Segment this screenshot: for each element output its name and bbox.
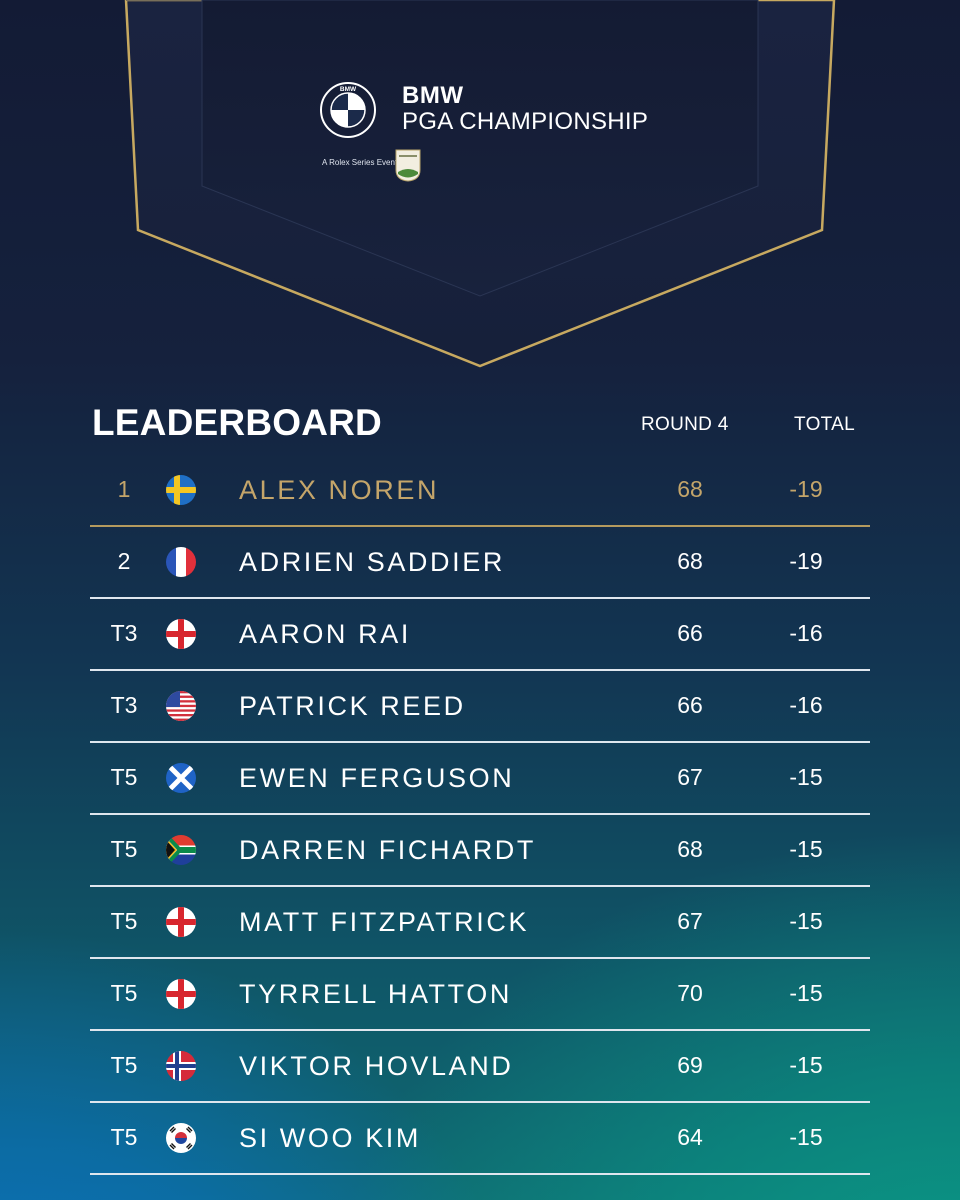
sweden-flag-icon bbox=[166, 475, 196, 505]
brand-subtitle: PGA CHAMPIONSHIP bbox=[402, 108, 649, 135]
player-name: PATRICK REED bbox=[239, 691, 466, 721]
player-name: AARON RAI bbox=[239, 619, 411, 649]
position: T5 bbox=[110, 980, 138, 1006]
rolex-series-label: A Rolex Series Event bbox=[322, 158, 398, 167]
position: T3 bbox=[110, 620, 138, 646]
leaderboard-row: T5 TYRRELL HATTON 70 -15 bbox=[90, 959, 870, 1031]
england-flag-icon bbox=[166, 907, 196, 937]
leaderboard-title: LEADERBOARD bbox=[92, 402, 382, 443]
total-score: -15 bbox=[789, 764, 823, 790]
total-score: -19 bbox=[789, 476, 823, 502]
total-score: -16 bbox=[789, 692, 823, 718]
norway-flag-icon bbox=[166, 1051, 196, 1081]
bmw-roundel-logo: BMW bbox=[320, 82, 376, 138]
leaderboard-row: T3 PATRICK REED 66 -16 bbox=[90, 671, 870, 743]
round-score: 64 bbox=[677, 1124, 703, 1150]
leaderboard-row: T3 AARON RAI 66 -16 bbox=[90, 599, 870, 671]
player-name: ALEX NOREN bbox=[239, 475, 440, 505]
position: 2 bbox=[117, 548, 131, 574]
england-flag-icon bbox=[166, 979, 196, 1009]
position: 1 bbox=[117, 476, 131, 502]
leaderboard-row: 1 ALEX NOREN 68 -19 bbox=[90, 455, 870, 527]
usa-flag-icon bbox=[166, 691, 196, 721]
france-flag-icon bbox=[166, 547, 196, 577]
round-score: 68 bbox=[677, 548, 703, 574]
position: T5 bbox=[110, 836, 138, 862]
leaderboard-row: T5 MATT FITZPATRICK 67 -15 bbox=[90, 887, 870, 959]
player-name: SI WOO KIM bbox=[239, 1123, 422, 1153]
leaderboard-row: 2 ADRIEN SADDIER 68 -19 bbox=[90, 527, 870, 599]
player-name: TYRRELL HATTON bbox=[239, 979, 512, 1009]
position: T5 bbox=[110, 908, 138, 934]
brand-title: BMW bbox=[402, 82, 464, 109]
wentworth-crest-icon bbox=[395, 149, 421, 182]
scotland-flag-icon bbox=[166, 763, 196, 793]
leaderboard-row: T5 SI WOO KIM 64 -15 bbox=[90, 1103, 870, 1175]
round-score: 66 bbox=[677, 620, 703, 646]
round-score: 68 bbox=[677, 836, 703, 862]
south-africa-flag-icon bbox=[166, 835, 196, 865]
round-score: 67 bbox=[677, 908, 703, 934]
leaderboard-row: T5 VIKTOR HOVLAND 69 -15 bbox=[90, 1031, 870, 1103]
total-score: -15 bbox=[789, 1052, 823, 1078]
total-score: -15 bbox=[789, 908, 823, 934]
round-score: 67 bbox=[677, 764, 703, 790]
header-hexagon-frame bbox=[124, 0, 836, 368]
england-flag-icon bbox=[166, 619, 196, 649]
leaderboard-row: T5 EWEN FERGUSON 67 -15 bbox=[90, 743, 870, 815]
player-name: MATT FITZPATRICK bbox=[239, 907, 530, 937]
column-header-total: TOTAL bbox=[794, 414, 855, 435]
player-name: ADRIEN SADDIER bbox=[239, 547, 505, 577]
position: T5 bbox=[110, 1052, 138, 1078]
player-name: DARREN FICHARDT bbox=[239, 835, 537, 865]
round-score: 66 bbox=[677, 692, 703, 718]
position: T5 bbox=[110, 764, 138, 790]
leaderboard-table: 1 ALEX NOREN 68 -19 2 ADRIEN SADDIER 68 … bbox=[90, 455, 870, 1175]
leaderboard-row: T5 DARREN FICHARDT 68 -15 bbox=[90, 815, 870, 887]
player-name: EWEN FERGUSON bbox=[239, 763, 515, 793]
total-score: -15 bbox=[789, 1124, 823, 1150]
total-score: -15 bbox=[789, 836, 823, 862]
round-score: 70 bbox=[677, 980, 703, 1006]
round-score: 69 bbox=[677, 1052, 703, 1078]
column-header-round: ROUND 4 bbox=[641, 414, 729, 435]
roundel-letters: BMW bbox=[340, 86, 357, 93]
total-score: -19 bbox=[789, 548, 823, 574]
position: T5 bbox=[110, 1124, 138, 1150]
event-logo: BMW BMW PGA CHAMPIONSHIP A Rolex Series … bbox=[320, 80, 680, 190]
player-name: VIKTOR HOVLAND bbox=[239, 1051, 514, 1081]
total-score: -16 bbox=[789, 620, 823, 646]
south-korea-flag-icon bbox=[166, 1123, 196, 1153]
total-score: -15 bbox=[789, 980, 823, 1006]
round-score: 68 bbox=[677, 476, 703, 502]
position: T3 bbox=[110, 692, 138, 718]
